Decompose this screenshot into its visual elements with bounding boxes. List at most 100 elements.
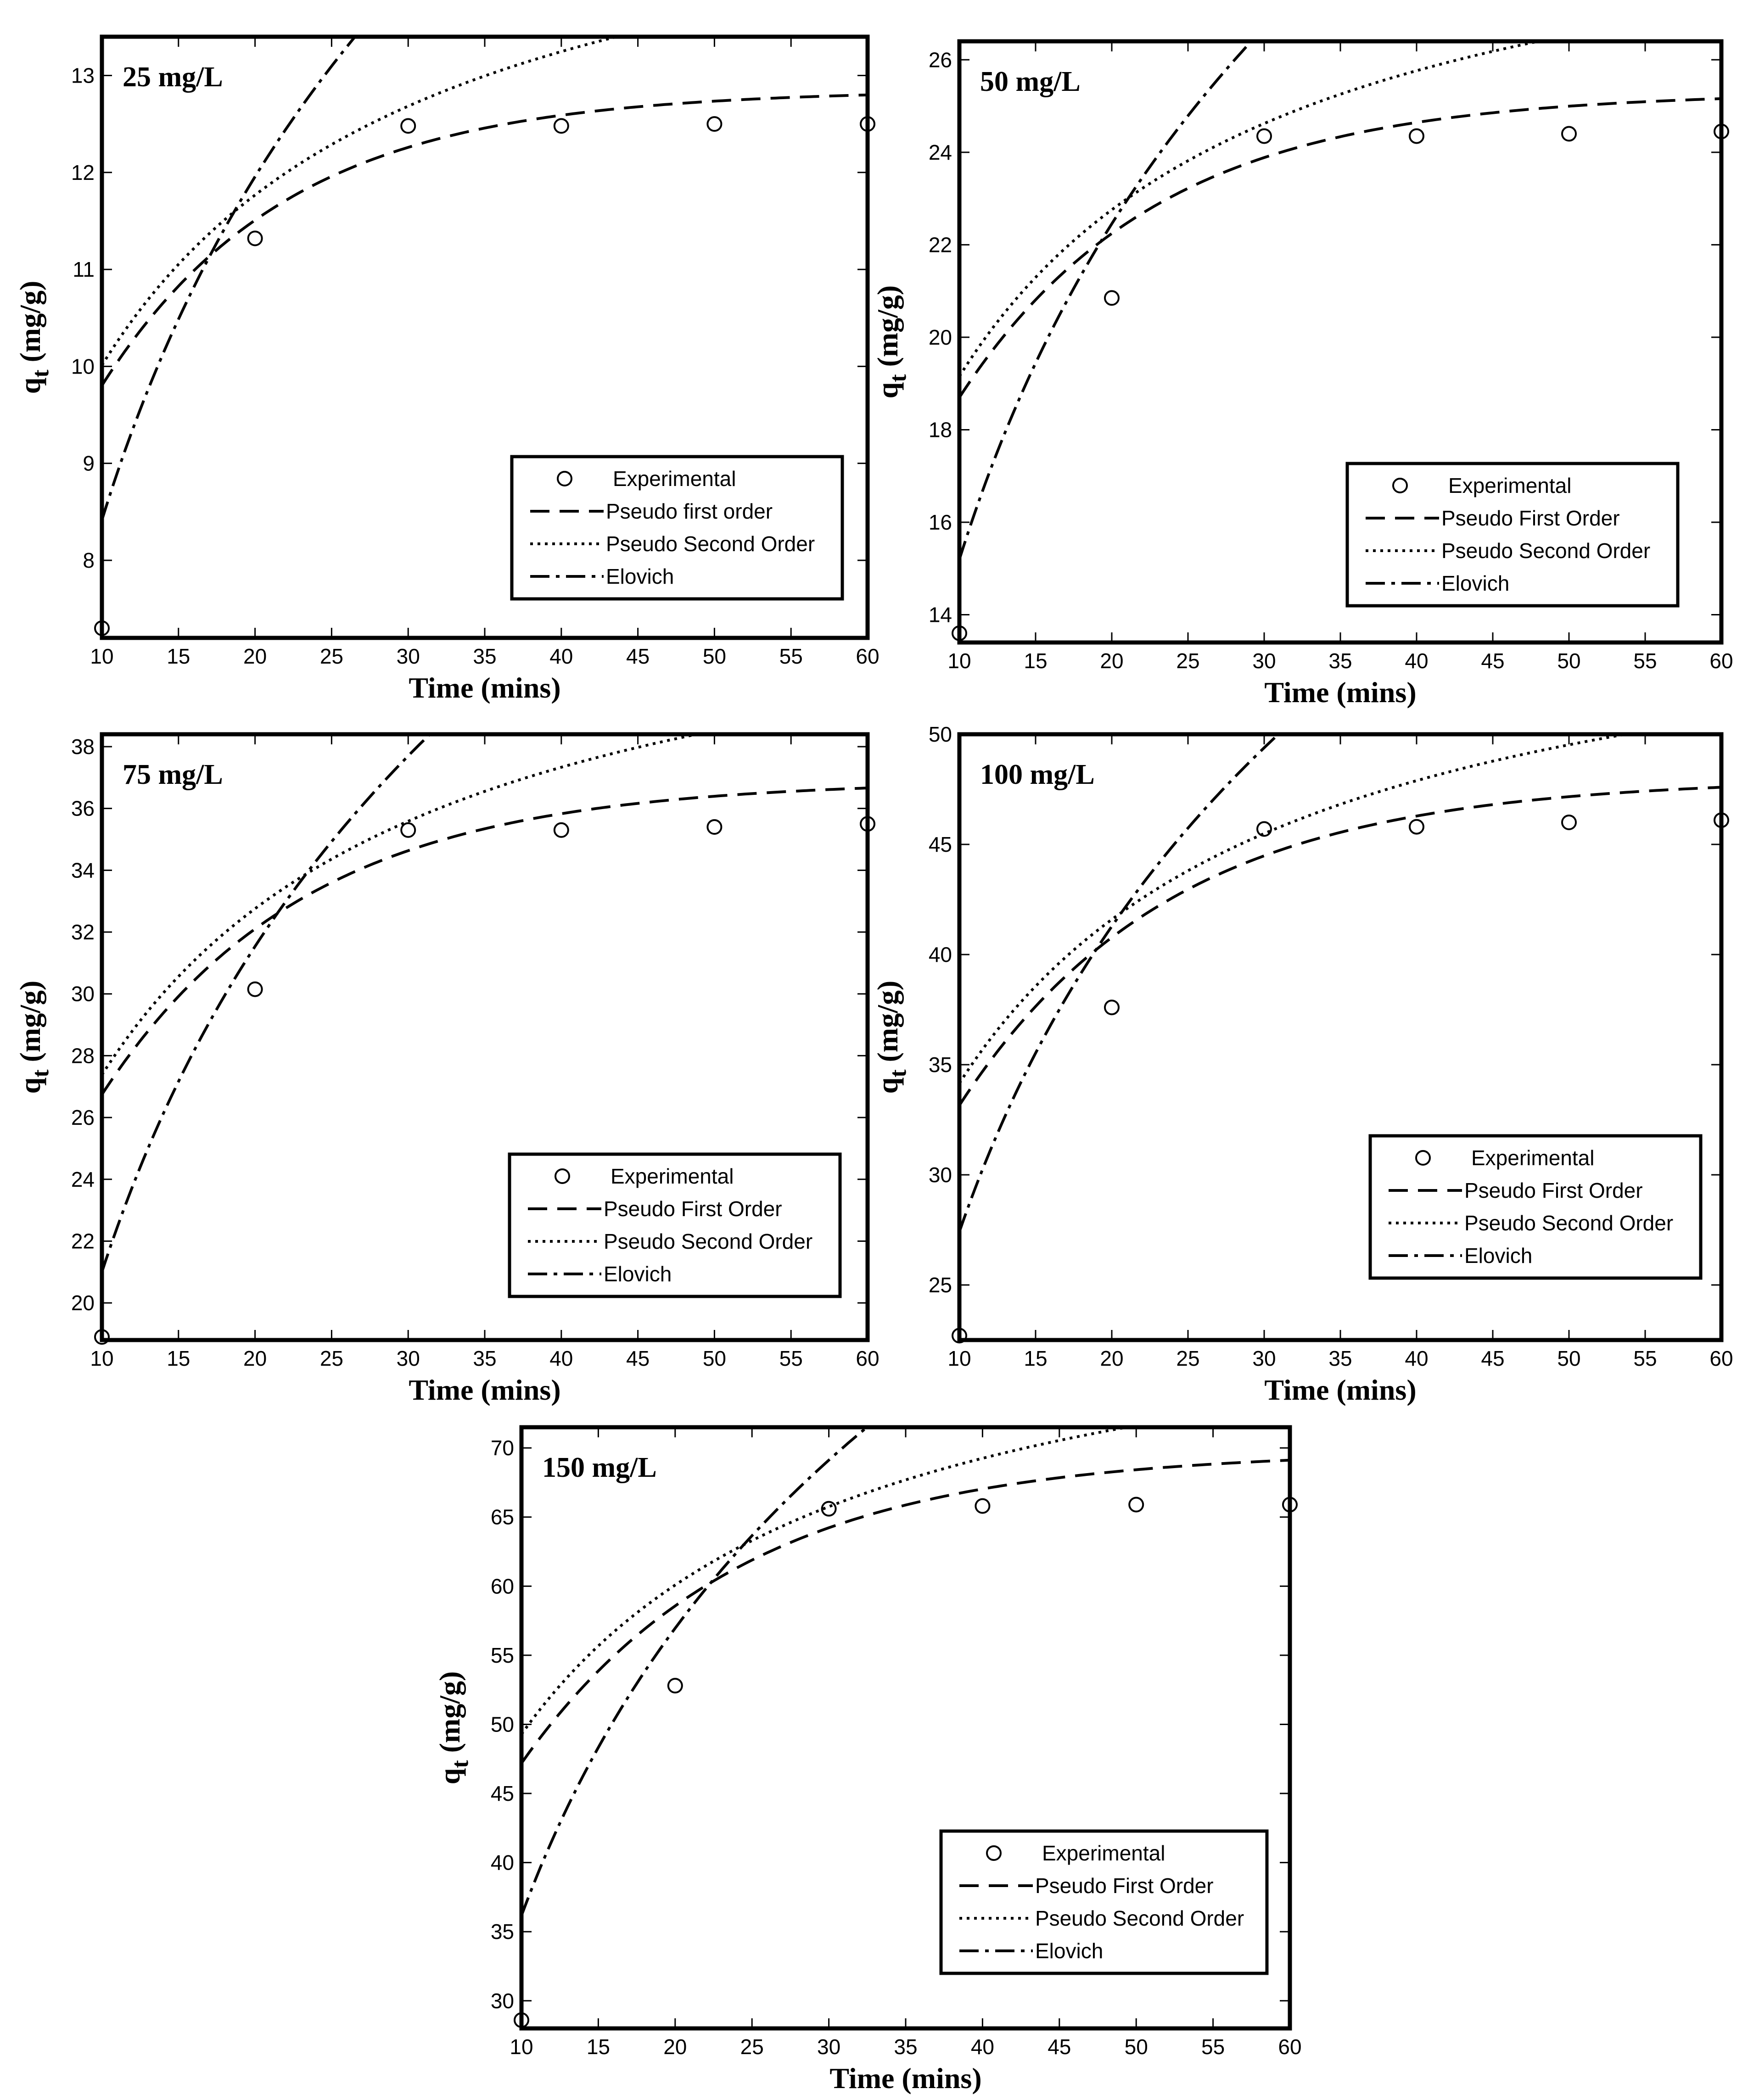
y-axis-subscript: t xyxy=(885,374,911,382)
x-axis-title: Time (mins) xyxy=(409,1374,560,1406)
x-tick-label: 40 xyxy=(549,644,573,668)
legend-marker-experimental xyxy=(555,1168,570,1184)
fit-line-pseudo-second xyxy=(102,734,704,1076)
y-tick-label: 14 xyxy=(929,603,952,627)
y-tick-label: 24 xyxy=(71,1167,95,1191)
fit-line-elovich xyxy=(102,734,432,1273)
x-tick-label: 25 xyxy=(740,2035,764,2059)
y-axis-symbol: q xyxy=(871,382,904,399)
y-axis-unit: (mg/g) xyxy=(871,285,904,374)
fit-line-pseudo-second xyxy=(959,734,1634,1084)
y-tick-label: 18 xyxy=(929,418,952,441)
chart-panel-5: 10 15 20 25 30 35 40 45 50 55 60 30 35 40 45 50 55 60 65 70… xyxy=(433,1425,1302,2094)
plot-frame xyxy=(100,732,870,1342)
y-tick-label: 34 xyxy=(71,858,95,882)
x-tick-label: 55 xyxy=(1633,1346,1657,1370)
x-tick-label: 15 xyxy=(1024,1346,1047,1370)
legend: Experimental Pseudo First Order Pseudo Sec… xyxy=(1368,1134,1703,1280)
x-axis-title: Time (mins) xyxy=(829,2062,981,2094)
x-tick-label: 45 xyxy=(1481,1346,1504,1370)
x-tick-label: 35 xyxy=(473,644,496,668)
x-tick-label: 60 xyxy=(856,1346,879,1370)
legend-marker-experimental xyxy=(986,1845,1002,1861)
fit-line-pseudo-second xyxy=(959,41,1546,377)
x-tick-label: 45 xyxy=(626,644,650,668)
experimental-point xyxy=(553,118,569,134)
y-tick-label: 20 xyxy=(71,1291,95,1315)
y-tick-label: 10 xyxy=(71,354,95,378)
y-axis-subscript: t xyxy=(447,1760,473,1768)
y-tick-label: 25 xyxy=(929,1273,952,1297)
experimental-point xyxy=(667,1678,683,1694)
fit-line-elovich xyxy=(102,37,357,521)
x-tick-label: 30 xyxy=(397,644,420,668)
y-tick-label: 40 xyxy=(929,943,952,966)
y-tick-label: 26 xyxy=(929,48,952,72)
y-tick-label: 26 xyxy=(71,1106,95,1129)
y-tick-label: 24 xyxy=(929,140,952,164)
legend-label-experimental: Experimental xyxy=(611,1164,734,1188)
x-tick-label: 20 xyxy=(663,2035,687,2059)
panel-title: 25 mg/L xyxy=(123,61,223,93)
x-tick-label: 35 xyxy=(894,2035,917,2059)
x-tick-label: 30 xyxy=(1252,1346,1276,1370)
chart-panel-1: 10 15 20 25 30 35 40 45 50 55 60 8 9 10 11 12 13 25 mg/L T… xyxy=(14,34,880,704)
y-tick-label: 30 xyxy=(929,1163,952,1187)
x-tick-label: 55 xyxy=(1633,649,1657,673)
legend-marker-experimental xyxy=(1415,1150,1431,1166)
y-axis-unit: (mg/g) xyxy=(14,281,46,370)
x-tick-label: 10 xyxy=(90,644,113,668)
legend-label-experimental: Experimental xyxy=(1448,474,1571,497)
fit-line-pseudo-first xyxy=(102,93,868,386)
y-tick-label: 13 xyxy=(71,64,95,88)
legend-label-pseudo-first: Pseudo first order xyxy=(606,499,773,523)
y-tick-label: 50 xyxy=(929,722,952,746)
y-tick-label: 40 xyxy=(491,1851,514,1875)
x-tick-label: 35 xyxy=(1328,649,1352,673)
panel-title: 50 mg/L xyxy=(980,66,1081,97)
x-tick-label: 50 xyxy=(703,1346,726,1370)
x-tick-label: 25 xyxy=(1176,649,1199,673)
y-axis-subscript: t xyxy=(885,1069,911,1078)
legend-label-pseudo-second: Pseudo Second Order xyxy=(1441,539,1650,563)
x-tick-label: 10 xyxy=(510,2035,533,2059)
x-tick-label: 30 xyxy=(1252,649,1276,673)
legend-label-pseudo-first: Pseudo First Order xyxy=(1441,506,1620,530)
y-axis-title: qt (mg/g) xyxy=(871,981,911,1094)
x-tick-label: 55 xyxy=(1201,2035,1225,2059)
legend-label-elovich: Elovich xyxy=(1441,571,1509,595)
experimental-point xyxy=(975,1498,991,1514)
y-axis-symbol: q xyxy=(14,378,46,394)
y-tick-label: 8 xyxy=(83,548,95,572)
experimental-point xyxy=(1256,821,1272,837)
experimental-point xyxy=(400,118,416,134)
plot-frame xyxy=(957,732,1724,1342)
panel-title: 150 mg/L xyxy=(542,1452,657,1483)
x-tick-label: 40 xyxy=(1405,1346,1428,1370)
y-axis-title: qt (mg/g) xyxy=(14,981,54,1094)
legend-label-elovich: Elovich xyxy=(1464,1244,1532,1268)
x-tick-label: 40 xyxy=(549,1346,573,1370)
chart-panel-3: 10 15 20 25 30 35 40 45 50 55 60 20 22 24 26 28 30 32 34 36… xyxy=(14,732,880,1406)
x-tick-label: 25 xyxy=(1176,1346,1199,1370)
legend-label-pseudo-first: Pseudo First Order xyxy=(604,1197,782,1221)
legend: Experimental Pseudo First Order Pseudo Sec… xyxy=(939,1829,1269,1975)
x-axis-title: Time (mins) xyxy=(1264,1374,1416,1406)
x-axis-title: Time (mins) xyxy=(409,671,560,704)
experimental-point xyxy=(400,822,416,838)
plot-frame xyxy=(957,39,1724,645)
y-axis-subscript: t xyxy=(28,1069,54,1078)
legend-label-experimental: Experimental xyxy=(613,467,736,491)
legend-label-pseudo-first: Pseudo First Order xyxy=(1464,1178,1643,1202)
x-tick-label: 20 xyxy=(243,1346,267,1370)
y-tick-label: 20 xyxy=(929,325,952,349)
experimental-point xyxy=(1561,815,1577,830)
legend-label-pseudo-second: Pseudo Second Order xyxy=(604,1229,812,1253)
x-tick-label: 15 xyxy=(587,2035,610,2059)
plot-frame xyxy=(100,34,870,640)
y-tick-label: 30 xyxy=(491,1989,514,2013)
legend-marker-experimental xyxy=(557,471,572,486)
legend: Experimental Pseudo First Order Pseudo Sec… xyxy=(508,1152,842,1298)
y-tick-label: 55 xyxy=(491,1643,514,1667)
